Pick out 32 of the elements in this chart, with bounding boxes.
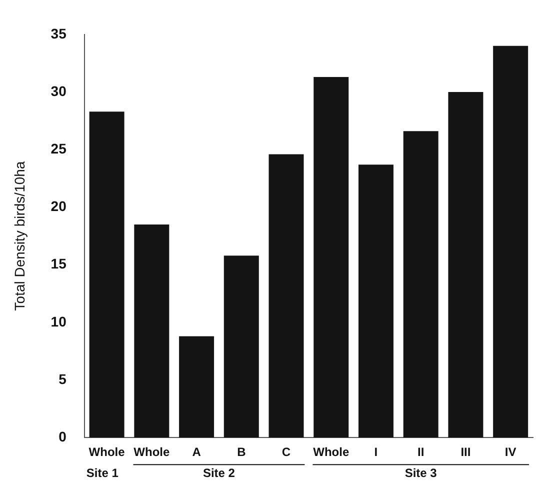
- y-tick-label: 10: [50, 313, 67, 330]
- x-tick-label: Whole: [134, 445, 170, 460]
- text: Site 2: [202, 466, 236, 480]
- y-tick-label: 15: [50, 256, 67, 272]
- x-tick-label: C: [282, 445, 291, 460]
- y-tick-label: 5: [58, 370, 67, 387]
- bar: [493, 46, 528, 438]
- bar: [134, 224, 170, 438]
- x-tick-label: I: [374, 445, 378, 460]
- bar: [179, 336, 214, 438]
- text: Site 3: [404, 466, 438, 480]
- text: Site 1: [86, 466, 119, 480]
- bar: [224, 256, 259, 438]
- x-tick-label: Whole: [313, 445, 350, 460]
- y-tick-label: 0: [58, 428, 67, 444]
- x-tick-label: A: [192, 445, 202, 460]
- y-axis-title: Total Density birds/10ha: [11, 161, 28, 311]
- y-tick-label: 20: [50, 198, 67, 214]
- bar: [89, 112, 124, 438]
- x-tick-label: B: [237, 445, 246, 460]
- bar: [448, 92, 484, 438]
- y-tick-label: 35: [50, 25, 67, 42]
- x-tick-label: Whole: [88, 445, 126, 460]
- x-tick-label: IV: [504, 445, 516, 460]
- y-tick-label: 25: [50, 140, 67, 156]
- y-tick-label: 30: [50, 82, 67, 99]
- bar: [268, 154, 304, 438]
- bar: [358, 164, 394, 438]
- bar: [403, 131, 438, 438]
- x-tick-label: II: [418, 445, 424, 460]
- bar: [314, 77, 349, 438]
- x-tick-label: III: [460, 445, 471, 460]
